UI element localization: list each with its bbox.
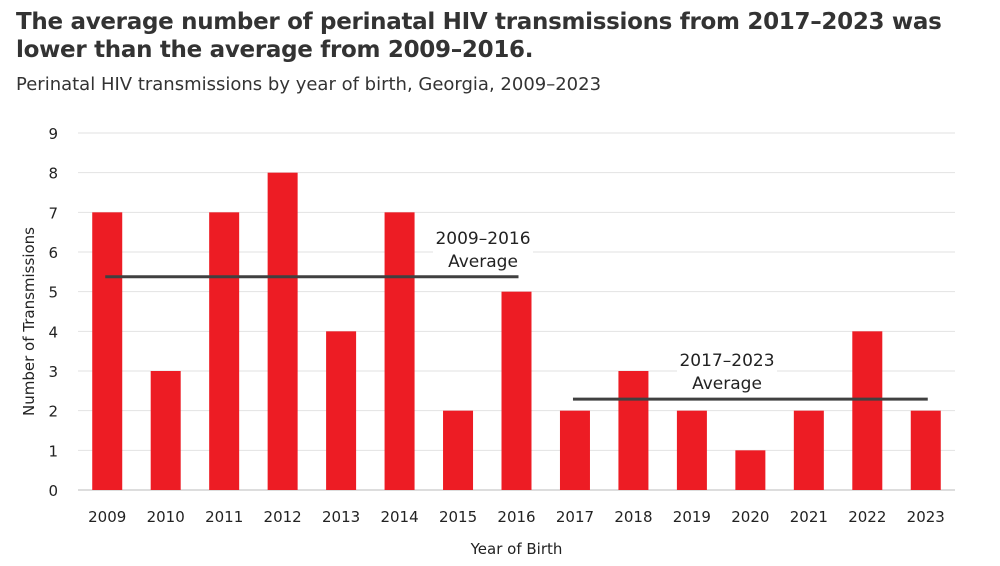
x-tick-label: 2020 (731, 508, 769, 526)
y-tick-label: 4 (48, 323, 58, 341)
x-tick-label: 2015 (439, 508, 477, 526)
y-axis-label: Number of Transmissions (20, 227, 38, 416)
bar-2012 (267, 172, 298, 490)
average-label-line1: 2017–2023 (679, 351, 774, 371)
x-tick-label: 2009 (88, 508, 126, 526)
bar-2021 (793, 410, 824, 490)
x-tick-label: 2012 (264, 508, 302, 526)
y-tick-label: 0 (48, 482, 58, 500)
bar-2019 (676, 410, 707, 490)
bar-2015 (443, 410, 474, 490)
bar-2009 (92, 212, 123, 491)
average-label-line1: 2009–2016 (435, 229, 530, 249)
average-label-bg (433, 220, 533, 269)
average-label-line2: Average (448, 252, 518, 272)
x-tick-label: 2014 (380, 508, 418, 526)
bar-2016 (501, 291, 532, 490)
average-label-line2: Average (692, 374, 762, 394)
bar-2011 (209, 212, 240, 491)
bar-2014 (384, 212, 415, 491)
x-tick-label: 2011 (205, 508, 243, 526)
x-axis-label: Year of Birth (470, 540, 563, 558)
average-label-bg (677, 343, 777, 392)
y-tick-label: 2 (48, 403, 58, 421)
bar-2013 (326, 331, 357, 490)
x-tick-label: 2023 (907, 508, 945, 526)
y-tick-label: 9 (48, 125, 58, 143)
x-tick-label: 2017 (556, 508, 594, 526)
y-tick-label: 8 (48, 165, 58, 183)
bar-2022 (852, 331, 883, 490)
y-tick-label: 1 (48, 442, 58, 460)
bar-2023 (910, 410, 941, 490)
x-tick-label: 2010 (147, 508, 185, 526)
y-tick-label: 7 (48, 204, 58, 222)
bar-2010 (150, 371, 181, 490)
y-tick-label: 3 (48, 363, 58, 381)
chart-title: The average number of perinatal HIV tran… (16, 9, 942, 63)
x-tick-label: 2016 (497, 508, 535, 526)
y-tick-label: 6 (48, 244, 58, 262)
x-tick-label: 2022 (848, 508, 886, 526)
bar-2017 (559, 410, 590, 490)
x-tick-label: 2018 (614, 508, 652, 526)
x-tick-label: 2013 (322, 508, 360, 526)
x-tick-label: 2019 (673, 508, 711, 526)
x-tick-label: 2021 (790, 508, 828, 526)
bar-2020 (735, 450, 766, 490)
chart-subtitle: Perinatal HIV transmissions by year of b… (16, 74, 602, 95)
y-tick-label: 5 (48, 284, 58, 302)
bar-2018 (618, 371, 649, 490)
